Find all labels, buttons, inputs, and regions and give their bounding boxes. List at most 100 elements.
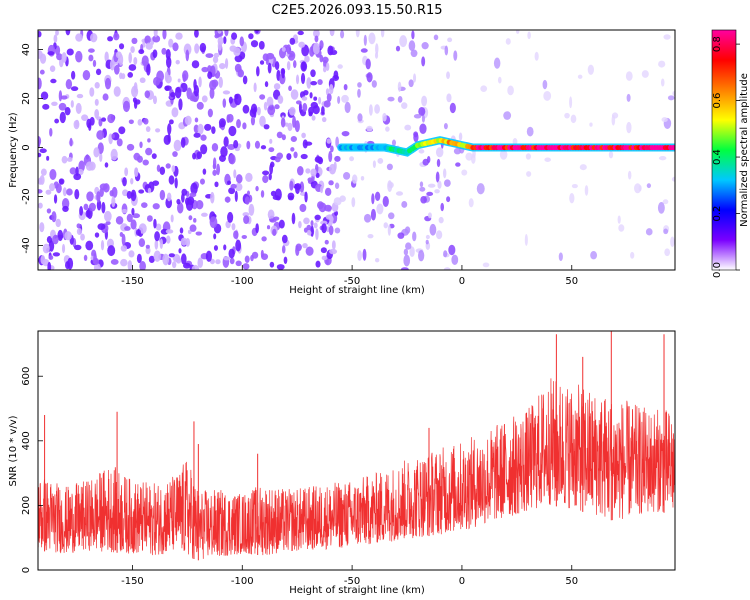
noise-cell bbox=[427, 183, 436, 188]
noise-cell bbox=[276, 152, 284, 160]
figure-title: C2E5.2026.093.15.50.R15 bbox=[271, 3, 442, 18]
noise-cell bbox=[266, 225, 271, 230]
noise-cell bbox=[111, 196, 116, 208]
noise-cell bbox=[185, 199, 194, 211]
noise-cell bbox=[235, 239, 242, 252]
noise-cell bbox=[262, 170, 270, 176]
noise-cell bbox=[298, 220, 302, 229]
noise-cell bbox=[362, 248, 367, 261]
noise-cell bbox=[327, 45, 334, 56]
noise-cell bbox=[302, 242, 308, 249]
noise-cell bbox=[387, 96, 395, 102]
noise-cell bbox=[569, 193, 575, 204]
noise-cell bbox=[645, 228, 653, 236]
noise-cell bbox=[641, 70, 649, 78]
y-tick-label: 20 bbox=[21, 92, 32, 105]
noise-cell bbox=[107, 113, 115, 124]
noise-cell bbox=[75, 33, 83, 42]
noise-cell bbox=[139, 77, 146, 84]
noise-cell bbox=[133, 152, 141, 161]
noise-cell bbox=[73, 173, 82, 181]
noise-cell bbox=[138, 238, 146, 248]
noise-cell bbox=[154, 239, 159, 250]
noise-cell bbox=[50, 78, 57, 84]
noise-cell bbox=[296, 165, 304, 176]
noise-cell bbox=[233, 140, 239, 149]
noise-cell bbox=[310, 69, 316, 78]
noise-cell bbox=[174, 177, 178, 189]
noise-cell bbox=[110, 258, 119, 265]
noise-cell bbox=[328, 163, 337, 175]
noise-cell bbox=[429, 223, 437, 236]
noise-cell bbox=[73, 119, 80, 130]
noise-cell bbox=[82, 70, 91, 81]
noise-cell bbox=[145, 126, 151, 132]
noise-cell bbox=[399, 35, 408, 48]
noise-cell bbox=[413, 132, 419, 143]
noise-cell bbox=[341, 94, 349, 103]
noise-cell bbox=[66, 157, 73, 162]
snr-panel: -150 -100 -50 0 50 0 200 400 600 Height of stra… bbox=[8, 330, 676, 596]
noise-cell bbox=[217, 30, 222, 34]
noise-cell bbox=[357, 82, 362, 88]
noise-cell bbox=[61, 243, 66, 254]
noise-cell bbox=[218, 76, 223, 89]
noise-cell bbox=[493, 57, 501, 69]
noise-cell bbox=[38, 152, 42, 158]
noise-cell bbox=[113, 32, 120, 41]
noise-cell bbox=[449, 102, 456, 114]
noise-cell bbox=[455, 162, 461, 167]
noise-cell bbox=[191, 264, 200, 270]
noise-cell bbox=[331, 240, 336, 250]
noise-cell bbox=[571, 184, 578, 189]
noise-cell bbox=[88, 48, 95, 53]
noise-cell bbox=[476, 183, 485, 195]
noise-cell bbox=[83, 203, 89, 211]
noise-cell bbox=[180, 253, 187, 265]
noise-cell bbox=[410, 49, 418, 58]
noise-cell bbox=[437, 180, 442, 189]
noise-cell bbox=[131, 192, 135, 197]
noise-cell bbox=[49, 127, 53, 137]
y-tick-label: 40 bbox=[21, 43, 32, 56]
noise-cell bbox=[213, 233, 217, 240]
noise-cell bbox=[39, 69, 45, 75]
noise-cell bbox=[256, 106, 261, 116]
x-tick-label: -50 bbox=[344, 576, 360, 587]
noise-cell bbox=[263, 124, 270, 130]
noise-cell bbox=[227, 211, 234, 223]
noise-cell bbox=[319, 185, 324, 194]
noise-cell bbox=[69, 167, 77, 175]
noise-cell bbox=[318, 96, 322, 105]
noise-cell bbox=[438, 216, 444, 224]
noise-cell bbox=[278, 219, 285, 229]
noise-cell bbox=[297, 30, 304, 36]
noise-cell bbox=[219, 62, 226, 70]
noise-cell bbox=[99, 183, 108, 191]
noise-cell bbox=[497, 76, 502, 84]
noise-cell bbox=[121, 233, 126, 246]
noise-cell bbox=[325, 62, 330, 71]
noise-cell bbox=[233, 230, 239, 240]
noise-cell bbox=[268, 147, 275, 153]
y-tick-label: 0 bbox=[21, 567, 32, 573]
noise-cell bbox=[442, 168, 447, 179]
colorbar-scale bbox=[711, 29, 737, 271]
noise-cell bbox=[49, 183, 56, 192]
noise-cell bbox=[306, 224, 312, 231]
noise-cell bbox=[298, 101, 302, 114]
noise-cell bbox=[118, 126, 126, 135]
noise-cell bbox=[58, 102, 67, 111]
noise-cell bbox=[94, 98, 99, 106]
spectrogram-x-axis-label: Height of straight line (km) bbox=[289, 285, 425, 296]
noise-cell bbox=[122, 100, 131, 113]
noise-cell bbox=[101, 201, 106, 214]
noise-cell bbox=[312, 105, 320, 115]
noise-cell bbox=[128, 52, 133, 64]
noise-cell bbox=[304, 141, 313, 146]
noise-cell bbox=[107, 36, 114, 42]
noise-cell bbox=[363, 213, 372, 223]
noise-cell bbox=[113, 86, 121, 97]
noise-cell bbox=[262, 175, 269, 184]
noise-cell bbox=[411, 30, 415, 40]
